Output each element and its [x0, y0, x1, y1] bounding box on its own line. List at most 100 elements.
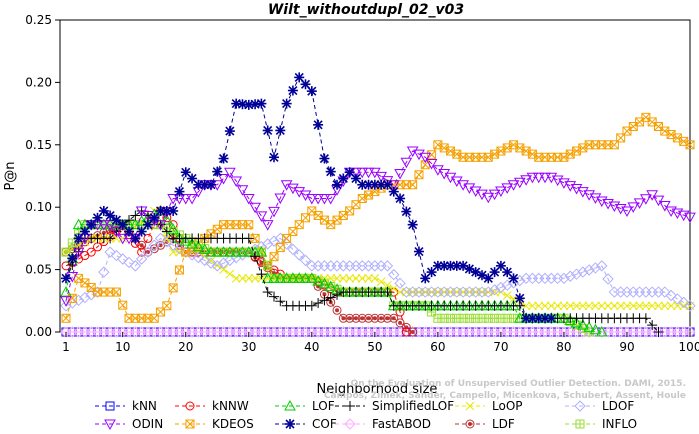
data-point — [684, 212, 696, 224]
data-point — [205, 179, 216, 190]
x-tick-label: 10 — [115, 340, 130, 354]
data-point — [269, 252, 279, 262]
data-point — [332, 273, 342, 283]
data-point — [559, 301, 569, 311]
data-point — [143, 233, 153, 243]
data-point — [603, 301, 613, 311]
data-point — [61, 273, 71, 284]
data-point — [192, 251, 205, 264]
data-point — [293, 272, 306, 283]
data-point — [224, 246, 236, 257]
x-axis-label: Neighborhood size — [317, 382, 438, 397]
data-point — [508, 273, 519, 284]
data-point — [72, 247, 85, 259]
data-point — [338, 313, 348, 323]
data-point — [640, 194, 652, 205]
data-point — [112, 234, 121, 243]
data-point — [231, 273, 241, 283]
legend-item-LDOF: LDOF — [565, 399, 634, 413]
data-point — [362, 167, 375, 179]
data-point — [305, 272, 318, 283]
data-point — [671, 293, 684, 305]
data-point — [72, 294, 85, 307]
data-point — [135, 253, 148, 265]
data-point — [621, 206, 633, 217]
data-point — [540, 301, 550, 311]
data-point — [658, 201, 671, 212]
data-point — [280, 180, 293, 191]
data-point — [357, 313, 367, 323]
legend-label: KDEOS — [212, 417, 254, 431]
data-point — [111, 287, 121, 297]
data-point — [313, 298, 324, 309]
data-point — [376, 313, 386, 323]
data-point — [162, 301, 172, 311]
data-point — [370, 313, 380, 323]
data-point — [514, 293, 525, 304]
data-point — [238, 273, 247, 283]
data-point — [275, 243, 285, 253]
data-point — [388, 268, 400, 281]
data-point — [597, 301, 607, 311]
data-point — [179, 193, 192, 205]
data-point — [104, 246, 116, 258]
series-COF — [61, 72, 557, 324]
data-point — [401, 206, 412, 217]
legend-item-LDF: LDF — [455, 417, 515, 431]
data-point — [332, 289, 343, 300]
data-point — [577, 266, 589, 278]
axes-layer: 0.00 0.05 0.10 0.15 0.20 0.25 1 10 20 30 40 50 60 70 8… — [25, 13, 699, 354]
x-tick-label: 50 — [367, 340, 382, 354]
data-point — [225, 269, 235, 279]
data-point — [539, 172, 551, 184]
legend-marker — [284, 399, 296, 411]
data-point — [92, 212, 103, 223]
data-point — [268, 272, 280, 283]
data-point — [546, 301, 556, 311]
data-point — [507, 180, 520, 191]
data-point — [652, 195, 665, 207]
data-point — [570, 268, 583, 280]
legend-label: LOF — [312, 399, 335, 413]
data-point — [395, 318, 405, 328]
data-point — [633, 198, 646, 209]
data-point — [243, 246, 255, 258]
data-point — [389, 313, 399, 323]
data-point — [186, 237, 198, 249]
data-point — [583, 264, 595, 276]
data-point — [394, 277, 406, 290]
data-point — [558, 272, 570, 285]
x-tick-label: 100 — [679, 340, 699, 354]
data-point — [641, 301, 651, 311]
data-point — [570, 316, 583, 328]
data-point — [85, 289, 97, 301]
data-point — [124, 215, 135, 226]
legend-item-INFLO: INFLO — [565, 417, 637, 431]
data-point — [275, 125, 286, 136]
series-LDOF — [60, 232, 696, 312]
data-point — [105, 210, 116, 221]
data-point — [521, 301, 531, 311]
data-point — [382, 287, 393, 298]
data-point — [269, 152, 279, 163]
legend-item-FastABOD: FastABOD — [335, 417, 431, 431]
data-point — [242, 246, 255, 257]
data-point — [653, 121, 663, 131]
legend-marker — [575, 419, 585, 429]
data-point — [269, 291, 279, 302]
data-point — [104, 220, 116, 231]
data-point — [319, 295, 330, 306]
data-point — [602, 273, 614, 285]
data-point — [345, 313, 355, 323]
data-point — [532, 172, 545, 184]
data-point — [263, 260, 273, 270]
legend-label: ODIN — [132, 417, 163, 431]
legend-item-COF: COF — [275, 417, 337, 431]
data-point — [212, 166, 223, 177]
data-point — [495, 281, 507, 294]
data-point — [217, 173, 230, 185]
data-point — [502, 291, 512, 300]
data-point — [236, 246, 249, 257]
series-line-ODIN — [65, 150, 691, 301]
